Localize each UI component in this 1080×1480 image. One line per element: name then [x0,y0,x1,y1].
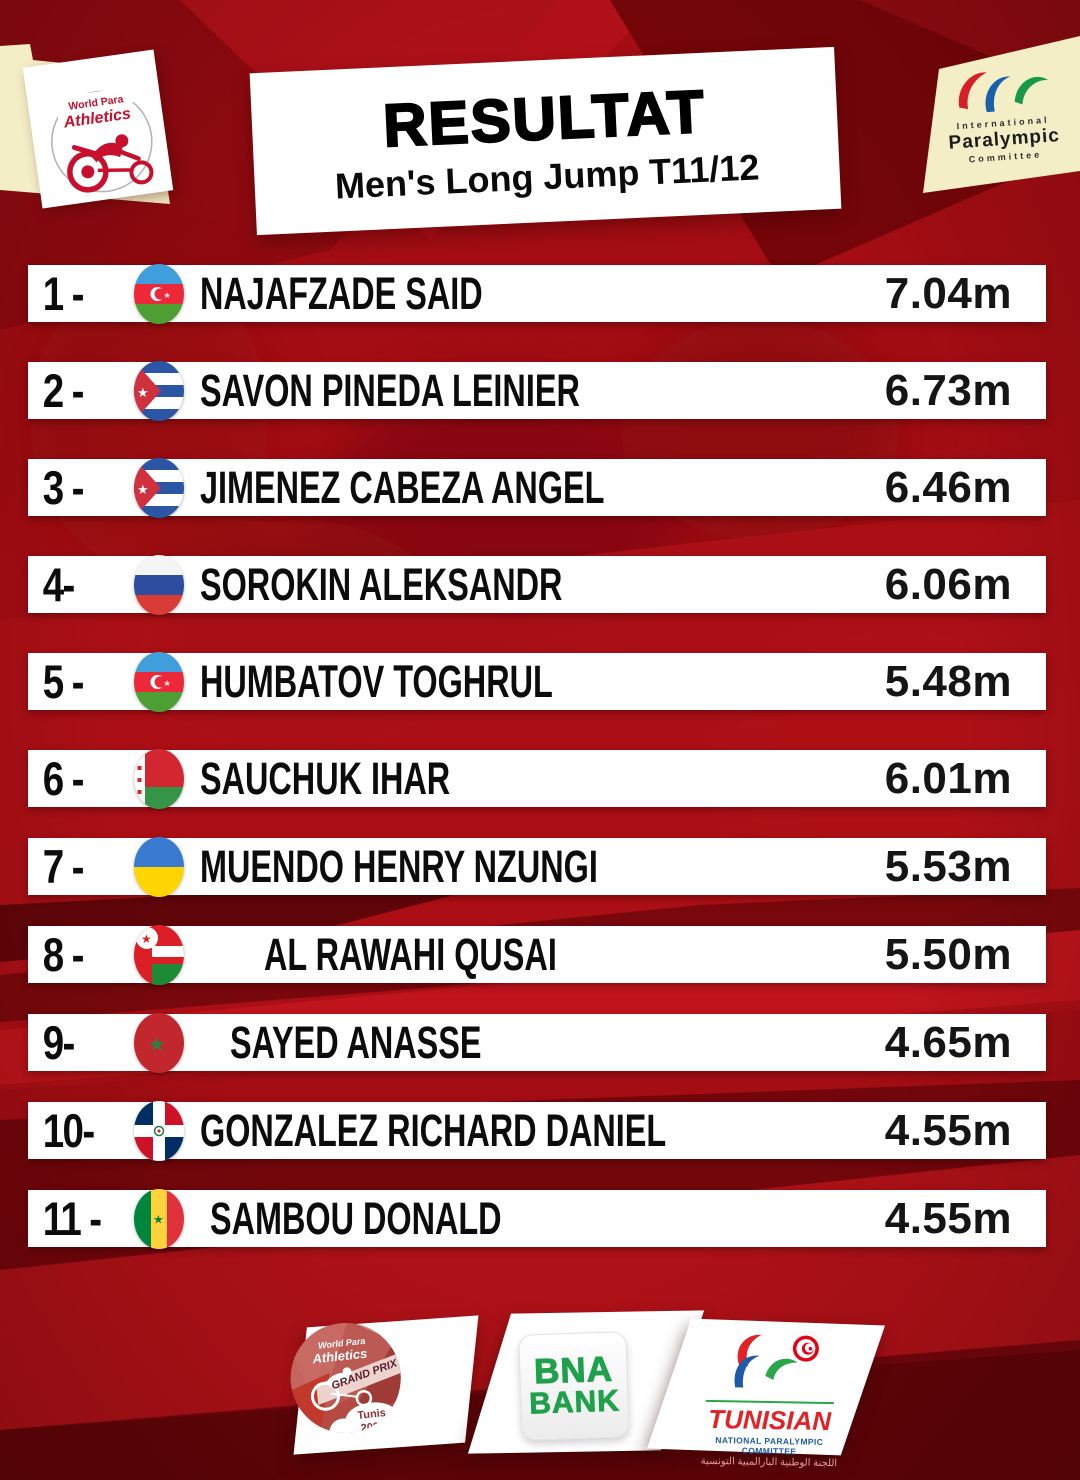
athlete-name: SAUCHUK IHAR [200,752,451,804]
result-row: 11 - ★ SAMBOU DONALD 4.55m [28,1188,1046,1249]
result-mark: 6.06m [884,559,1012,609]
bna-bank-logo: BNA BANK [518,1331,630,1441]
athlete-name: SAMBOU DONALD [210,1192,502,1244]
result-row: 7 - MUENDO HENRY NZUNGI 5.53m [28,836,1046,897]
rank-label: 1 - [42,267,85,320]
page-title: RESULTAT [381,77,709,161]
svg-text:★: ★ [141,932,152,946]
bna-line2: BANK [528,1384,621,1421]
result-mark: 5.53m [884,841,1012,891]
title-banner: RESULTAT Men's Long Jump T11/12 [249,46,842,236]
result-row: 10- GONZALEZ RICHARD DANIEL 4.55m [28,1100,1046,1161]
athlete-name: NAJAFZADE SAID [200,267,483,319]
result-row: 8 - ★ AL RAWAHI QUSAI 5.50m [28,924,1046,985]
azerbaijan-flag-icon: ★ [134,651,184,712]
result-mark: 7.04m [884,268,1012,318]
result-row: 5 - ★ HUMBATOV TOGHRUL 5.48m [28,651,1046,712]
athlete-name: SAYED ANASSE [230,1016,482,1068]
dominican-republic-flag-icon [134,1100,184,1161]
belarus-flag-icon [134,748,184,809]
cuba-flag-icon: ★ [134,457,184,518]
bna-line1: BNA [533,1350,614,1393]
world-para-athletics-logo: World Para Athletics [22,49,174,209]
rank-label: 2 - [42,364,85,417]
svg-text:Tunis: Tunis [357,1407,387,1422]
svg-text:★: ★ [164,290,171,299]
ipc-logo: International Paralympic Committee [932,62,1073,166]
athlete-name: MUENDO HENRY NZUNGI [200,840,598,892]
result-row: 1 - ★ NAJAFZADE SAID 7.04m [28,263,1046,324]
result-mark: 5.48m [884,656,1012,706]
rank-label: 6 - [42,752,85,805]
svg-text:2021: 2021 [360,1420,386,1434]
svg-text:Athletics: Athletics [311,1346,368,1367]
cuba-flag-icon: ★ [134,360,184,421]
athlete-name: SAVON PINEDA LEINIER [200,364,580,416]
rank-label: 5 - [42,655,85,708]
morocco-flag-icon: ★ [134,1012,184,1073]
rank-label: 10- [42,1104,95,1157]
athlete-name: AL RAWAHI QUSAI [264,928,557,980]
wheelchair-racer-icon: World Para Athletics [50,87,154,193]
svg-text:★: ★ [137,482,149,497]
result-mark: 6.46m [884,462,1012,512]
athlete-name: SOROKIN ALEKSANDR [200,558,563,610]
svg-text:★: ★ [148,1034,166,1056]
athlete-name: HUMBATOV TOGHRUL [200,655,553,707]
result-row: 6 - SAUCHUK IHAR 6.01m [28,748,1046,809]
svg-text:★: ★ [164,678,171,687]
result-row: 2 - ★ SAVON PINEDA LEINIER 6.73m [28,360,1046,421]
result-mark: 4.65m [884,1017,1012,1067]
rank-label: 8 - [42,928,85,981]
result-row: 9- ★ SAYED ANASSE 4.65m [28,1012,1046,1073]
result-mark: 4.55m [884,1105,1012,1155]
agitos-icon [958,72,1048,113]
results-list: 1 - ★ NAJAFZADE SAID 7.04m 2 - ★ SAVON P… [28,263,1046,1278]
athlete-name: GONZALEZ RICHARD DANIEL [200,1104,667,1156]
rank-label: 11 - [42,1192,102,1245]
result-mark: 5.50m [884,929,1012,979]
grand-prix-tunis-2021-logo: World Para Athletics GRAND PRIX Tunis 20… [280,1310,413,1452]
senegal-flag-icon: ★ [134,1188,184,1249]
result-mark: 6.73m [884,365,1012,415]
result-mark: 6.01m [884,753,1012,803]
svg-text:★: ★ [153,1212,164,1226]
rank-label: 3 - [42,461,85,514]
ukraine-flag-icon [134,836,184,897]
tunisian-npc-title: TUNISIAN [708,1403,832,1437]
rank-label: 7 - [42,840,85,893]
result-mark: 4.55m [884,1193,1012,1243]
svg-text:★: ★ [137,385,149,400]
tunisian-npc-logo: TUNISIAN NATIONAL PARALYMPIC COMMITTEE ا… [689,1331,851,1470]
rank-label: 9- [42,1016,76,1069]
result-row: 3 - ★ JIMENEZ CABEZA ANGEL 6.46m [28,457,1046,518]
tunisian-npc-subtitle: NATIONAL PARALYMPIC COMMITTEE [715,1435,824,1457]
russia-flag-icon [134,554,184,615]
tunisian-agitos-icon [734,1334,819,1388]
rank-label: 4- [42,558,76,611]
oman-flag-icon: ★ [134,924,184,985]
athlete-name: JIMENEZ CABEZA ANGEL [200,461,605,513]
result-row: 4- SOROKIN ALEKSANDR 6.06m [28,554,1046,615]
azerbaijan-flag-icon: ★ [134,263,184,324]
svg-text:World Para: World Para [318,1336,366,1351]
